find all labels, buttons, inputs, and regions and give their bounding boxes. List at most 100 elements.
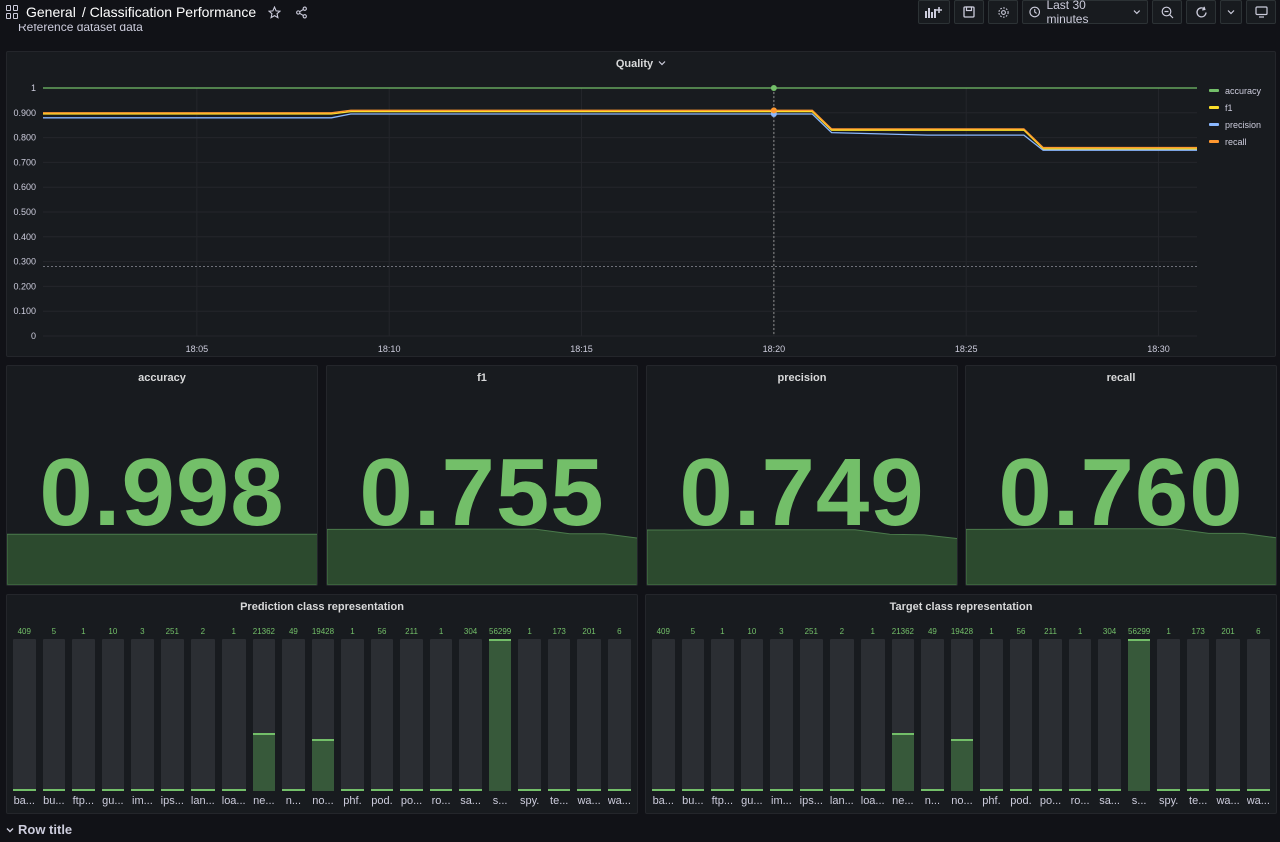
- bar-track: [1009, 639, 1033, 791]
- bar-track: [370, 639, 394, 791]
- refresh-button[interactable]: [1186, 0, 1216, 24]
- bar-column[interactable]: 1 phf.: [341, 625, 364, 809]
- add-panel-icon: [925, 7, 942, 18]
- bar-track: [1186, 639, 1210, 791]
- bar-fill: [1039, 789, 1062, 791]
- bar-value-label: 56: [1016, 627, 1026, 636]
- bar-column[interactable]: 304 sa...: [459, 625, 482, 809]
- bar-column[interactable]: 6 wa...: [1246, 625, 1270, 809]
- bar-column[interactable]: 56 pod.: [370, 625, 394, 809]
- row-title-bottom[interactable]: Row title: [6, 822, 72, 837]
- bar-value-label: 1: [989, 627, 994, 636]
- bar-column[interactable]: 19428 no...: [311, 625, 335, 809]
- legend-item-precision[interactable]: precision: [1203, 116, 1267, 133]
- bar-column[interactable]: 211 po...: [400, 625, 423, 809]
- bar-column[interactable]: 19428 no...: [950, 625, 974, 809]
- bar-column[interactable]: 49 n...: [921, 625, 944, 809]
- bar-column[interactable]: 56 pod.: [1009, 625, 1033, 809]
- zoom-out-button[interactable]: [1152, 0, 1182, 24]
- bar-column[interactable]: 173 te...: [547, 625, 571, 809]
- bar-column[interactable]: 1 ro...: [429, 625, 453, 809]
- bar-column[interactable]: 173 te...: [1186, 625, 1210, 809]
- bar-track: [740, 639, 764, 791]
- bar-value-label: 409: [656, 627, 670, 636]
- bar-column[interactable]: 1 loa...: [860, 625, 885, 809]
- bar-column[interactable]: 56299 s...: [1127, 625, 1151, 809]
- bar-column[interactable]: 1 ftp...: [711, 625, 734, 809]
- time-range-picker[interactable]: Last 30 minutes: [1022, 0, 1148, 26]
- refresh-interval-dropdown[interactable]: [1220, 0, 1242, 24]
- bar-column[interactable]: 21362 ne...: [891, 625, 915, 809]
- dashboard-title[interactable]: / Classification Performance: [81, 4, 257, 20]
- series-line-recall: [43, 109, 1197, 149]
- bar-category-label: no...: [951, 795, 973, 807]
- prediction-panel-title[interactable]: Prediction class representation: [240, 601, 404, 613]
- bar-column[interactable]: 251 ips...: [799, 625, 823, 809]
- bar-column[interactable]: 56299 s...: [488, 625, 512, 809]
- bar-column[interactable]: 251 ips...: [160, 625, 184, 809]
- bar-value-label: 409: [17, 627, 31, 636]
- top-bar: General / Classification Performance Las…: [0, 0, 1280, 26]
- bar-column[interactable]: 409 ba...: [13, 625, 36, 809]
- stat-title[interactable]: accuracy: [138, 372, 186, 384]
- bar-value-label: 56: [377, 627, 387, 636]
- tv-mode-button[interactable]: [1246, 0, 1276, 24]
- legend-item-f1[interactable]: f1: [1203, 99, 1267, 116]
- quality-line-chart[interactable]: 0 0.100 0.200 0.300 0.400 0.500 0.600 0.700 0.80…: [7, 52, 1277, 358]
- bar-column[interactable]: 49 n...: [282, 625, 305, 809]
- stat-title[interactable]: f1: [477, 372, 487, 384]
- bar-column[interactable]: 1 spy.: [518, 625, 541, 809]
- bar-column[interactable]: 2 lan...: [829, 625, 854, 809]
- bar-column[interactable]: 5 bu...: [681, 625, 705, 809]
- bar-column[interactable]: 409 ba...: [652, 625, 675, 809]
- bar-column[interactable]: 201 wa...: [1216, 625, 1240, 809]
- bar-value-label: 56299: [1128, 627, 1151, 636]
- settings-button[interactable]: [988, 0, 1018, 24]
- bar-column[interactable]: 2 lan...: [190, 625, 215, 809]
- bar-column[interactable]: 10 gu...: [101, 625, 125, 809]
- breadcrumb-folder[interactable]: General: [26, 4, 76, 20]
- bar-column[interactable]: 3 im...: [770, 625, 793, 809]
- stat-title[interactable]: precision: [777, 372, 827, 384]
- panel-title[interactable]: Quality: [7, 58, 1275, 70]
- bar-track: [950, 639, 974, 791]
- share-icon[interactable]: [295, 6, 308, 19]
- bar-fill: [1068, 789, 1092, 791]
- bar-value-label: 201: [1221, 627, 1235, 636]
- bar-column[interactable]: 6 wa...: [607, 625, 631, 809]
- bar-value-label: 10: [747, 627, 757, 636]
- bar-column[interactable]: 5 bu...: [42, 625, 66, 809]
- bar-column[interactable]: 201 wa...: [577, 625, 601, 809]
- bar-column[interactable]: 1 ftp...: [72, 625, 95, 809]
- bar-value-label: 6: [617, 627, 622, 636]
- dashboards-grid-icon[interactable]: [6, 5, 20, 19]
- bar-column[interactable]: 1 ro...: [1068, 625, 1092, 809]
- target-panel-title[interactable]: Target class representation: [889, 601, 1033, 613]
- bar-fill: [252, 733, 276, 791]
- stat-title[interactable]: recall: [1106, 372, 1136, 384]
- bar-column[interactable]: 21362 ne...: [252, 625, 276, 809]
- bar-track: [221, 639, 246, 791]
- bar-column[interactable]: 1 spy.: [1157, 625, 1180, 809]
- legend-item-accuracy[interactable]: accuracy: [1203, 82, 1267, 99]
- bar-column[interactable]: 3 im...: [131, 625, 154, 809]
- bar-track: [681, 639, 705, 791]
- legend-swatch: [1208, 140, 1219, 143]
- x-tick-label: 18:30: [1147, 344, 1170, 354]
- bar-column[interactable]: 1 loa...: [221, 625, 246, 809]
- star-icon[interactable]: [268, 5, 282, 19]
- bar-value-label: 1: [870, 627, 875, 636]
- bar-column[interactable]: 1 phf.: [980, 625, 1003, 809]
- stat-value: 0.749: [679, 439, 925, 546]
- gear-icon: [997, 6, 1009, 18]
- bar-column[interactable]: 10 gu...: [740, 625, 764, 809]
- legend-item-recall[interactable]: recall: [1203, 133, 1267, 150]
- bar-category-label: im...: [132, 795, 153, 807]
- y-tick-label: 0.700: [13, 157, 36, 167]
- row-title-reference[interactable]: Reference dataset data: [18, 24, 143, 34]
- bar-column[interactable]: 304 sa...: [1098, 625, 1121, 809]
- chevron-down-icon: [658, 61, 666, 66]
- bar-column[interactable]: 211 po...: [1039, 625, 1062, 809]
- add-panel-button[interactable]: [918, 0, 950, 24]
- save-dashboard-button[interactable]: [954, 0, 984, 24]
